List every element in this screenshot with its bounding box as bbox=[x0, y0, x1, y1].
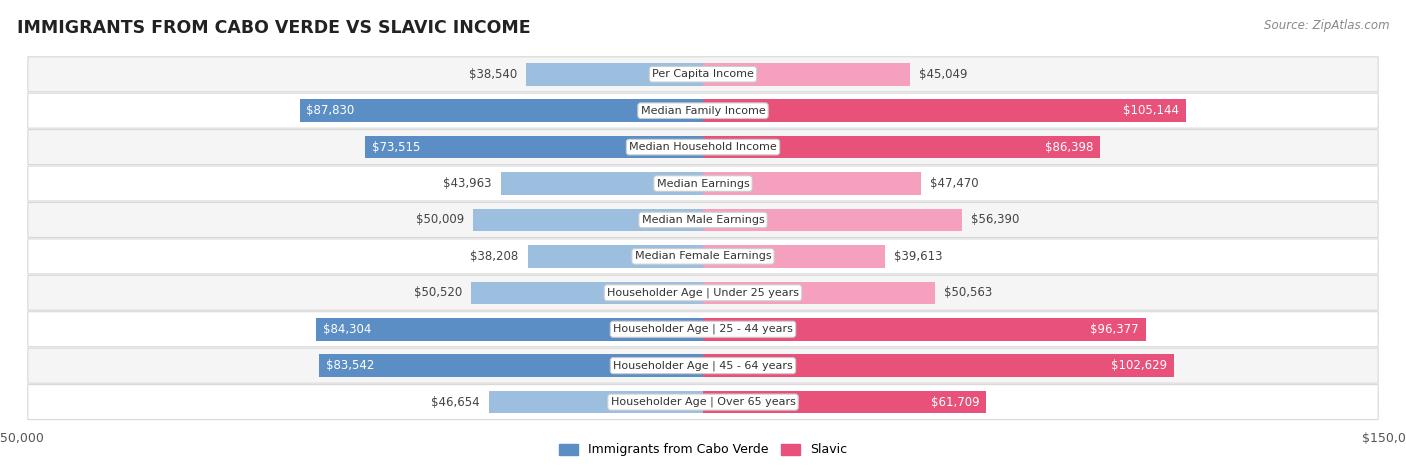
FancyBboxPatch shape bbox=[28, 93, 1378, 128]
Text: $50,520: $50,520 bbox=[413, 286, 461, 299]
Text: $102,629: $102,629 bbox=[1111, 359, 1167, 372]
Bar bbox=[527, 245, 703, 268]
FancyBboxPatch shape bbox=[28, 312, 1378, 347]
FancyBboxPatch shape bbox=[28, 385, 1378, 419]
Text: Median Household Income: Median Household Income bbox=[628, 142, 778, 152]
Text: Householder Age | Over 65 years: Householder Age | Over 65 years bbox=[610, 397, 796, 407]
Bar bbox=[471, 282, 703, 304]
Text: $50,563: $50,563 bbox=[945, 286, 993, 299]
Bar bbox=[319, 354, 703, 377]
Bar bbox=[526, 63, 703, 85]
Text: $47,470: $47,470 bbox=[931, 177, 979, 190]
Text: $83,542: $83,542 bbox=[326, 359, 374, 372]
Text: $61,709: $61,709 bbox=[931, 396, 980, 409]
Bar bbox=[703, 172, 921, 195]
Text: Median Female Earnings: Median Female Earnings bbox=[634, 251, 772, 262]
Text: Median Family Income: Median Family Income bbox=[641, 106, 765, 116]
Legend: Immigrants from Cabo Verde, Slavic: Immigrants from Cabo Verde, Slavic bbox=[554, 439, 852, 461]
Bar bbox=[366, 136, 703, 158]
Text: $56,390: $56,390 bbox=[972, 213, 1019, 226]
Text: IMMIGRANTS FROM CABO VERDE VS SLAVIC INCOME: IMMIGRANTS FROM CABO VERDE VS SLAVIC INC… bbox=[17, 19, 530, 37]
FancyBboxPatch shape bbox=[28, 203, 1378, 237]
Text: $96,377: $96,377 bbox=[1090, 323, 1139, 336]
Bar bbox=[703, 391, 987, 413]
Text: $105,144: $105,144 bbox=[1123, 104, 1180, 117]
Text: Median Earnings: Median Earnings bbox=[657, 178, 749, 189]
Text: Source: ZipAtlas.com: Source: ZipAtlas.com bbox=[1264, 19, 1389, 32]
Bar bbox=[703, 354, 1174, 377]
Text: $43,963: $43,963 bbox=[443, 177, 492, 190]
FancyBboxPatch shape bbox=[28, 166, 1378, 201]
Text: $86,398: $86,398 bbox=[1045, 141, 1092, 154]
Text: $87,830: $87,830 bbox=[307, 104, 354, 117]
Text: Householder Age | Under 25 years: Householder Age | Under 25 years bbox=[607, 288, 799, 298]
FancyBboxPatch shape bbox=[28, 348, 1378, 383]
Text: $38,208: $38,208 bbox=[470, 250, 519, 263]
Text: $39,613: $39,613 bbox=[894, 250, 942, 263]
FancyBboxPatch shape bbox=[28, 276, 1378, 310]
Bar bbox=[489, 391, 703, 413]
Text: $73,515: $73,515 bbox=[373, 141, 420, 154]
Bar bbox=[703, 209, 962, 231]
Bar bbox=[703, 282, 935, 304]
Bar bbox=[703, 245, 884, 268]
Text: $38,540: $38,540 bbox=[468, 68, 517, 81]
Bar bbox=[474, 209, 703, 231]
Text: Per Capita Income: Per Capita Income bbox=[652, 69, 754, 79]
Text: Householder Age | 25 - 44 years: Householder Age | 25 - 44 years bbox=[613, 324, 793, 334]
FancyBboxPatch shape bbox=[28, 130, 1378, 164]
Text: $45,049: $45,049 bbox=[920, 68, 967, 81]
FancyBboxPatch shape bbox=[28, 57, 1378, 92]
Bar bbox=[703, 99, 1185, 122]
Bar bbox=[316, 318, 703, 340]
Text: $50,009: $50,009 bbox=[416, 213, 464, 226]
Text: $84,304: $84,304 bbox=[323, 323, 371, 336]
Bar bbox=[703, 136, 1099, 158]
Bar bbox=[703, 318, 1146, 340]
Text: Median Male Earnings: Median Male Earnings bbox=[641, 215, 765, 225]
Text: $46,654: $46,654 bbox=[430, 396, 479, 409]
Text: Householder Age | 45 - 64 years: Householder Age | 45 - 64 years bbox=[613, 361, 793, 371]
Bar bbox=[501, 172, 703, 195]
Bar bbox=[299, 99, 703, 122]
Bar bbox=[703, 63, 910, 85]
FancyBboxPatch shape bbox=[28, 239, 1378, 274]
